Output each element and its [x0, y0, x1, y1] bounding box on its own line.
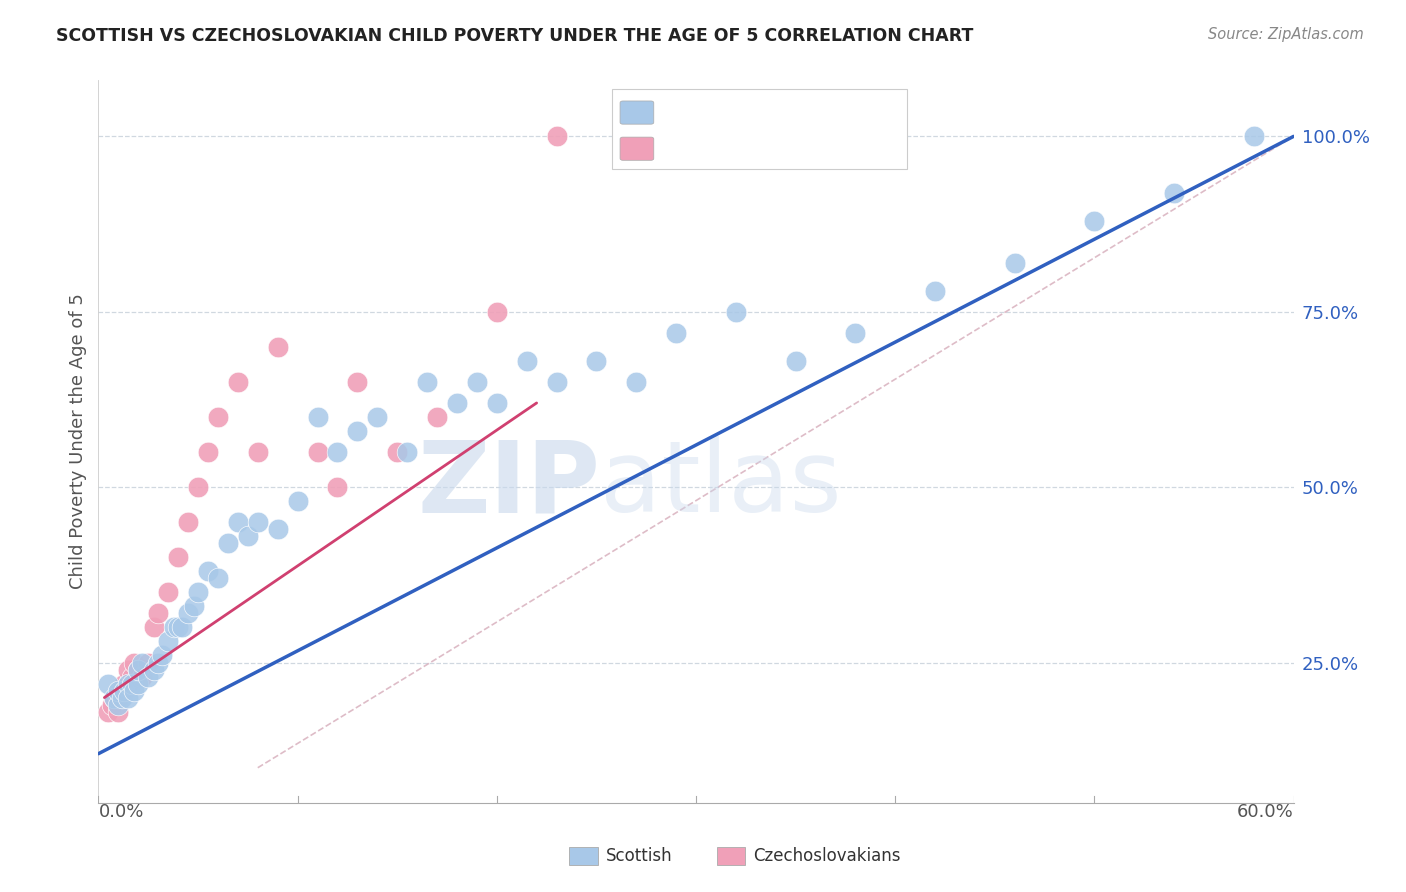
- Point: [724, 305, 747, 319]
- Point: [148, 607, 170, 621]
- Point: [124, 656, 146, 670]
- Point: [150, 648, 173, 663]
- Point: [207, 409, 229, 424]
- Text: atlas: atlas: [600, 436, 842, 533]
- Point: [111, 690, 134, 705]
- Point: [1243, 129, 1265, 144]
- Point: [167, 550, 190, 565]
- Point: [516, 354, 538, 368]
- Point: [177, 515, 200, 529]
- Point: [103, 690, 125, 705]
- Text: ZIP: ZIP: [418, 436, 600, 533]
- Point: [246, 445, 269, 459]
- Point: [236, 529, 259, 543]
- Point: [1083, 213, 1105, 227]
- Text: R = 0.386: R = 0.386: [659, 138, 762, 157]
- Point: [546, 375, 568, 389]
- Point: [267, 522, 290, 536]
- Point: [307, 409, 329, 424]
- Point: [785, 354, 807, 368]
- Point: [346, 375, 368, 389]
- Point: [157, 634, 180, 648]
- Point: [226, 375, 249, 389]
- Point: [1163, 186, 1185, 200]
- Point: [117, 663, 139, 677]
- Point: [131, 656, 153, 670]
- Point: [121, 669, 143, 683]
- Point: [131, 669, 153, 683]
- Point: [217, 536, 239, 550]
- Point: [326, 480, 349, 494]
- Point: [485, 305, 508, 319]
- Point: [924, 284, 946, 298]
- Point: [107, 690, 129, 705]
- Point: [187, 585, 209, 599]
- Point: [117, 676, 139, 690]
- Point: [465, 375, 488, 389]
- Point: [117, 676, 139, 690]
- Point: [97, 705, 120, 719]
- Point: [117, 690, 139, 705]
- Point: [127, 676, 149, 690]
- Point: [97, 676, 120, 690]
- Point: [148, 656, 170, 670]
- Point: [246, 515, 269, 529]
- Text: 0.0%: 0.0%: [98, 803, 143, 821]
- Point: [307, 445, 329, 459]
- Point: [366, 409, 388, 424]
- Point: [177, 607, 200, 621]
- Point: [1004, 255, 1026, 269]
- Text: Scottish: Scottish: [606, 847, 672, 865]
- Point: [143, 663, 166, 677]
- Point: [107, 705, 129, 719]
- Text: SCOTTISH VS CZECHOSLOVAKIAN CHILD POVERTY UNDER THE AGE OF 5 CORRELATION CHART: SCOTTISH VS CZECHOSLOVAKIAN CHILD POVERT…: [56, 27, 973, 45]
- Point: [172, 620, 194, 634]
- Text: N = 54: N = 54: [773, 103, 844, 121]
- Point: [207, 571, 229, 585]
- Point: [103, 690, 125, 705]
- Point: [107, 698, 129, 712]
- Point: [446, 396, 468, 410]
- Point: [267, 340, 290, 354]
- Point: [197, 564, 219, 578]
- Point: [546, 129, 568, 144]
- Text: Czechoslovakians: Czechoslovakians: [754, 847, 901, 865]
- Point: [626, 375, 648, 389]
- Point: [326, 445, 349, 459]
- Point: [124, 683, 146, 698]
- Point: [197, 445, 219, 459]
- Point: [187, 480, 209, 494]
- Point: [385, 445, 409, 459]
- Y-axis label: Child Poverty Under the Age of 5: Child Poverty Under the Age of 5: [69, 293, 87, 590]
- Text: N = 32: N = 32: [773, 138, 844, 157]
- Point: [287, 494, 309, 508]
- Point: [426, 409, 449, 424]
- Point: [112, 676, 135, 690]
- Point: [396, 445, 419, 459]
- Point: [112, 683, 135, 698]
- Point: [121, 676, 143, 690]
- Point: [111, 683, 134, 698]
- Point: [101, 698, 124, 712]
- Point: [485, 396, 508, 410]
- Point: [163, 620, 186, 634]
- Point: [127, 663, 149, 677]
- Point: [416, 375, 439, 389]
- Point: [183, 599, 205, 614]
- Point: [157, 585, 180, 599]
- Point: [136, 656, 159, 670]
- Point: [844, 326, 866, 340]
- Point: [346, 424, 368, 438]
- Point: [127, 663, 149, 677]
- Point: [107, 683, 129, 698]
- Point: [585, 354, 607, 368]
- Point: [136, 669, 159, 683]
- Point: [665, 326, 688, 340]
- Text: Source: ZipAtlas.com: Source: ZipAtlas.com: [1208, 27, 1364, 42]
- Point: [143, 620, 166, 634]
- Point: [226, 515, 249, 529]
- Text: R = 0.769: R = 0.769: [659, 103, 762, 121]
- Text: 60.0%: 60.0%: [1237, 803, 1294, 821]
- Point: [167, 620, 190, 634]
